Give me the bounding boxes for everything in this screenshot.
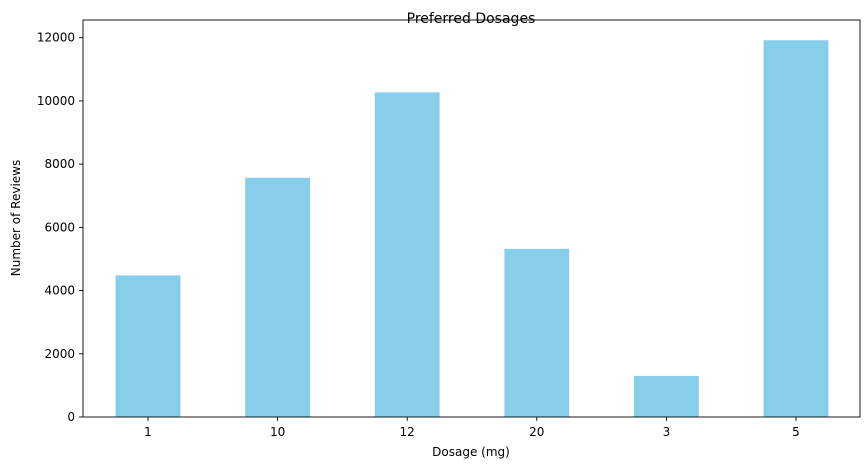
y-tick-label: 6000 bbox=[44, 220, 75, 234]
y-tick-label: 12000 bbox=[37, 31, 75, 45]
x-tick-label: 5 bbox=[792, 425, 800, 439]
y-tick-label: 8000 bbox=[44, 157, 75, 171]
bar-20 bbox=[504, 248, 570, 417]
x-tick-label: 20 bbox=[529, 425, 544, 439]
chart-title: Preferred Dosages bbox=[407, 11, 536, 27]
bar-12 bbox=[374, 92, 440, 417]
y-tick-label: 4000 bbox=[44, 284, 75, 298]
bar-5 bbox=[763, 40, 829, 417]
y-tick-label: 0 bbox=[67, 410, 75, 424]
x-tick-label: 10 bbox=[270, 425, 285, 439]
bar-1 bbox=[115, 275, 181, 417]
y-axis-label: Number of Reviews bbox=[9, 160, 23, 276]
bar-3 bbox=[634, 375, 699, 417]
plot-frame bbox=[82, 19, 861, 418]
bar-10 bbox=[245, 177, 310, 417]
y-tick-label: 2000 bbox=[44, 347, 75, 361]
plot-area: 0 2000 4000 6000 8000 10000 12000 1 10 12 20 3 5 bbox=[37, 19, 861, 439]
y-tick-label: 10000 bbox=[37, 94, 75, 108]
x-tick-label: 3 bbox=[663, 425, 671, 439]
x-tick-label: 1 bbox=[144, 425, 152, 439]
x-axis-ticks: 1 10 12 20 3 5 bbox=[144, 417, 800, 439]
bars-group bbox=[115, 40, 829, 417]
x-tick-label: 12 bbox=[400, 425, 415, 439]
y-axis-ticks: 0 2000 4000 6000 8000 10000 12000 bbox=[37, 31, 83, 424]
x-axis-label: Dosage (mg) bbox=[432, 445, 510, 459]
